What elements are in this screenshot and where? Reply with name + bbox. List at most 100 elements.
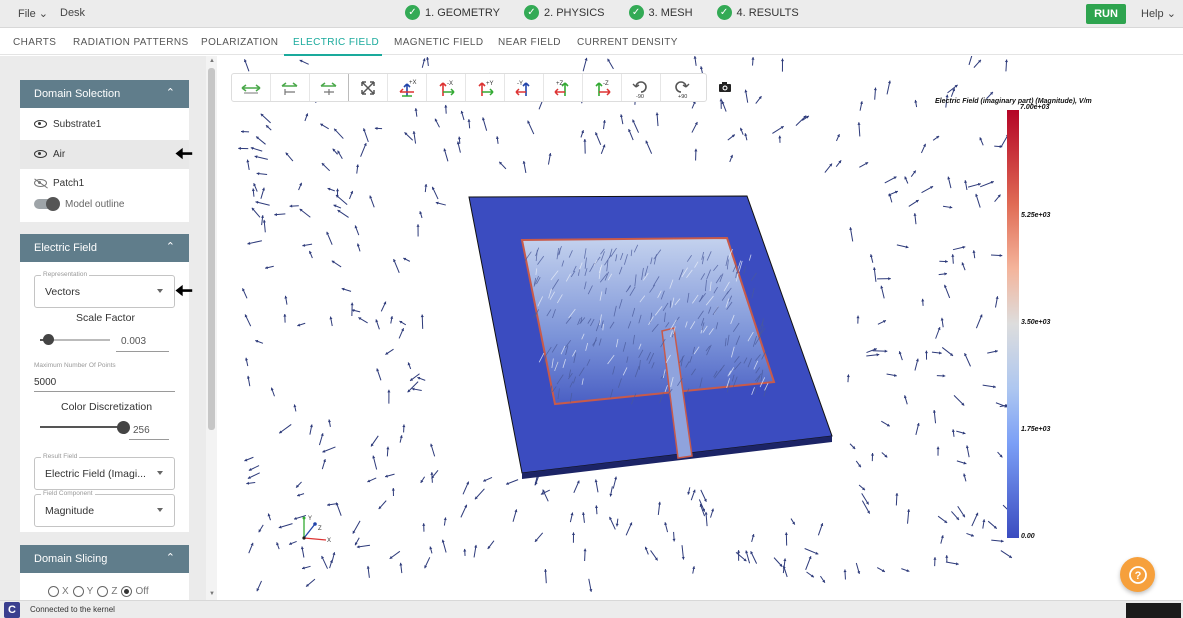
check-icon: ✓ — [405, 5, 420, 20]
eye-icon[interactable] — [34, 150, 47, 158]
step-physics[interactable]: ✓ 2. PHYSICS — [523, 5, 605, 20]
view-minus-z-icon[interactable]: -Z — [583, 74, 622, 101]
fit-width-icon[interactable] — [232, 74, 271, 101]
check-icon: ✓ — [628, 5, 644, 20]
tab-polarization[interactable]: POLARIZATION — [201, 37, 279, 48]
fit-height-icon[interactable] — [271, 74, 310, 101]
view-plus-y-icon[interactable]: +Y — [466, 74, 505, 101]
chevron-up-icon[interactable]: ⌃ — [165, 552, 175, 564]
tab-near-field[interactable]: NEAR FIELD — [498, 37, 561, 48]
rotate-ccw-icon[interactable]: -90 — [622, 74, 661, 101]
check-icon: ✓ — [716, 5, 732, 20]
select-value: Electric Field (Imagi... — [45, 468, 146, 480]
slicing-options: X Y Z Off — [48, 586, 149, 597]
help-menu-label: Help — [1141, 8, 1164, 20]
svg-text:-Z: -Z — [603, 81, 609, 87]
legend-title: Electric Field (imaginary part) (Magnitu… — [935, 98, 1092, 105]
annotation-arrow-icon: 🠄 — [175, 278, 193, 303]
step-results[interactable]: ✓ 4. RESULTS — [716, 5, 799, 20]
svg-text:-X: -X — [447, 81, 453, 87]
domain-item-air[interactable]: Air — [20, 140, 189, 169]
field-component-select[interactable]: Magnitude — [34, 494, 175, 527]
svg-text:-Y: -Y — [517, 81, 523, 87]
tab-radiation-patterns[interactable]: RADIATION PATTERNS — [73, 37, 189, 48]
file-menu[interactable]: File ⌄ — [18, 7, 48, 20]
step-geometry[interactable]: ✓ 1. GEOMETRY — [405, 5, 500, 20]
step-label: 1. GEOMETRY — [425, 6, 500, 19]
desk-menu[interactable]: Desk — [60, 7, 86, 19]
field-visualization — [238, 56, 1014, 592]
console-thumbnail[interactable] — [1126, 603, 1181, 618]
domain-slicing-header[interactable]: Domain Slicing ⌃ — [20, 545, 189, 573]
color-discretization-slider-knob[interactable] — [117, 421, 130, 434]
view-minus-x-icon[interactable]: -X — [427, 74, 466, 101]
fit-all-icon[interactable] — [349, 74, 388, 101]
radio-z[interactable] — [97, 586, 109, 597]
help-button[interactable]: ? — [1120, 557, 1155, 592]
chevron-up-icon[interactable]: ⌃ — [165, 241, 175, 253]
active-tab-indicator — [284, 54, 382, 56]
chevron-down-icon: ⌄ — [38, 8, 49, 20]
svg-text:+Y: +Y — [486, 81, 494, 87]
svg-text:+X: +X — [409, 80, 417, 86]
tab-current-density[interactable]: CURRENT DENSITY — [577, 37, 678, 48]
view-minus-y-icon[interactable]: -Y — [505, 74, 544, 101]
electric-field-header[interactable]: Electric Field ⌃ — [20, 234, 189, 262]
select-value: Vectors — [45, 286, 81, 298]
run-button[interactable]: RUN — [1086, 4, 1126, 24]
eye-icon[interactable] — [34, 120, 47, 128]
caret-down-icon — [157, 289, 163, 293]
tab-charts[interactable]: CHARTS — [13, 37, 57, 48]
radio-off[interactable] — [121, 586, 133, 597]
domain-item-label: Air — [53, 149, 66, 160]
help-menu[interactable]: Help ⌄ — [1141, 7, 1176, 20]
tab-magnetic-field[interactable]: MAGNETIC FIELD — [394, 37, 484, 48]
file-menu-label: File — [18, 8, 36, 20]
scroll-down-icon[interactable]: ▼ — [209, 591, 215, 597]
results-tabs: CHARTS RADIATION PATTERNS POLARIZATION E… — [0, 28, 1183, 55]
3d-viewport[interactable] — [217, 56, 1183, 600]
svg-text:+Z: +Z — [556, 81, 564, 87]
domain-selection-header[interactable]: Domain Solection ⌃ — [20, 80, 189, 108]
model-outline-toggle[interactable] — [34, 197, 60, 211]
result-field-label: Result Field — [41, 453, 80, 460]
domain-item-label: Substrate1 — [53, 119, 102, 130]
radio-y[interactable] — [72, 586, 84, 597]
chevron-down-icon: ⌄ — [1166, 8, 1176, 20]
domain-item-patch1[interactable]: Patch1 — [20, 169, 189, 198]
scale-factor-slider-knob[interactable] — [43, 334, 54, 345]
sidebar: Domain Solection ⌃ Substrate1 Air Patch1… — [0, 56, 206, 600]
camera-icon[interactable] — [712, 76, 737, 98]
radio-x[interactable] — [48, 586, 59, 597]
axis-y-label: Y — [308, 516, 312, 522]
view-plus-x-icon[interactable]: +X — [388, 74, 427, 101]
scale-factor-value[interactable]: 0.003 — [121, 336, 147, 347]
scale-factor-underline — [116, 351, 169, 352]
step-label: 4. RESULTS — [736, 6, 799, 19]
eye-off-icon[interactable] — [34, 179, 47, 187]
chevron-up-icon[interactable]: ⌃ — [165, 87, 175, 99]
feed-line — [661, 327, 693, 459]
scroll-up-icon[interactable]: ▲ — [209, 58, 215, 64]
color-discretization-value[interactable]: 256 — [133, 425, 150, 436]
fit-depth-icon[interactable] — [310, 74, 349, 101]
color-discretization-label: Color Discretization — [61, 401, 153, 413]
legend-tick-min: 0.00 — [1021, 533, 1035, 540]
step-mesh[interactable]: ✓ 3. MESH — [628, 5, 693, 20]
domain-item-substrate1[interactable]: Substrate1 — [20, 110, 189, 139]
view-plus-z-icon[interactable]: +Z — [544, 74, 583, 101]
toggle-knob — [46, 197, 60, 211]
color-discretization-slider-track — [40, 426, 124, 428]
radio-label: Y — [86, 586, 94, 597]
max-points-input[interactable]: 5000 — [34, 377, 57, 388]
representation-select[interactable]: Vectors — [34, 275, 175, 308]
sidebar-scrollbar-thumb[interactable] — [208, 68, 215, 430]
legend-tick-max: 7.00e+03 — [1020, 104, 1050, 111]
scale-factor-label: Scale Factor — [76, 312, 135, 324]
legend-tick: 3.50e+03 — [1021, 319, 1051, 326]
result-field-select[interactable]: Electric Field (Imagi... — [34, 457, 175, 490]
radio-label: X — [62, 586, 69, 597]
rotate-cw-icon[interactable]: +90 — [661, 74, 700, 101]
field-component-label: Field Component — [41, 490, 95, 497]
tab-electric-field[interactable]: ELECTRIC FIELD — [293, 37, 380, 48]
